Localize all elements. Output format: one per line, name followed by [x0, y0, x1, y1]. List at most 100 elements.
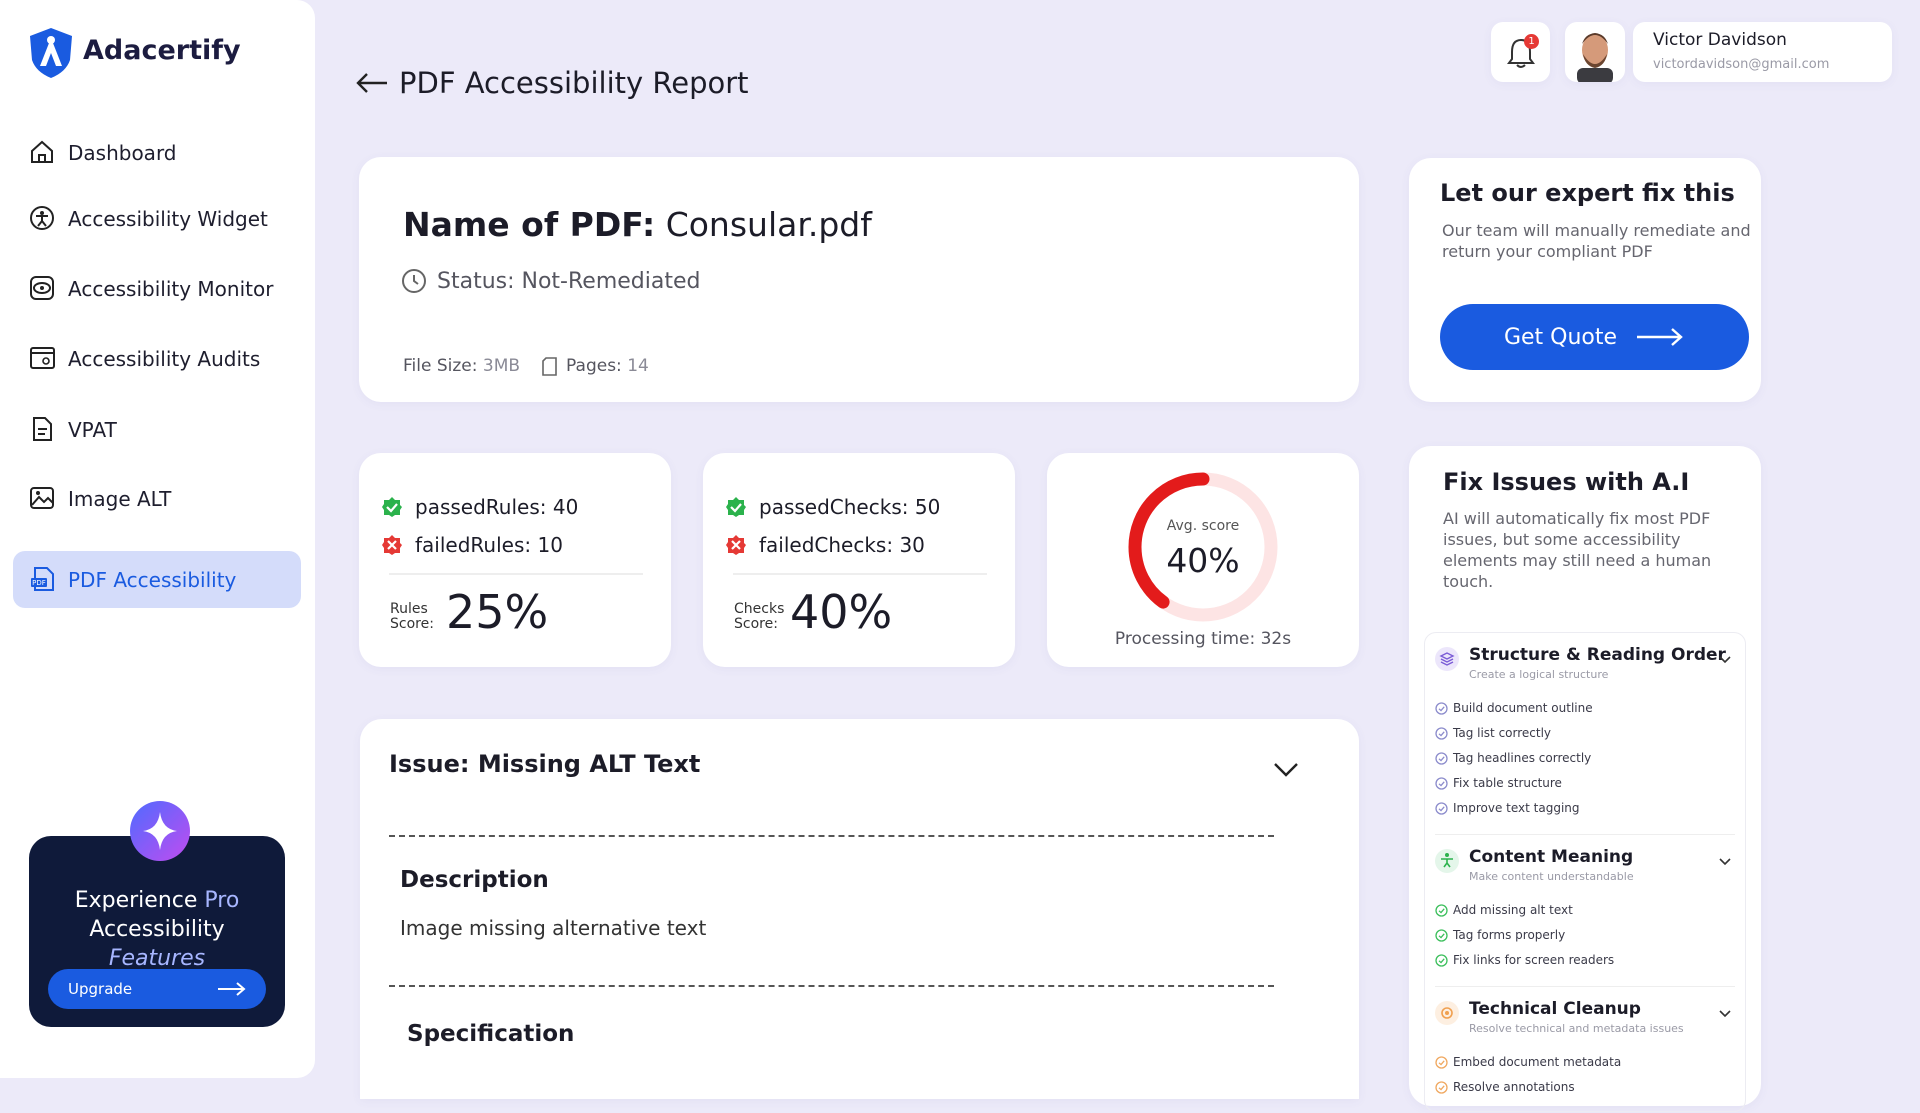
status-row: Status: Not-Remediated — [401, 268, 700, 294]
promo-text: Accessibility — [89, 917, 225, 942]
ai-item: Fix links for screen readers — [1435, 953, 1614, 967]
icon — [31, 140, 53, 163]
expert-text: Our team will manually remediate and ret… — [1442, 221, 1751, 261]
passed-count: 50 — [914, 495, 941, 519]
nav-item[interactable]: Accessibility Monitor — [13, 260, 301, 317]
ai-group-header[interactable]: Technical Cleanup Resolve technical and m… — [1435, 999, 1735, 1035]
nav-item[interactable]: Accessibility Widget — [13, 190, 301, 247]
ai-item: Tag headlines correctly — [1435, 751, 1593, 765]
ai-item: Build document outline — [1435, 701, 1593, 715]
label: Name of PDF: — [403, 205, 656, 244]
chevron — [1719, 1003, 1731, 1022]
nav-label: Accessibility Widget — [68, 206, 268, 231]
logo — [30, 28, 72, 78]
check-icon — [1435, 928, 1448, 942]
check-icon — [1435, 903, 1448, 917]
ai-item: Add missing alt text — [1435, 903, 1593, 917]
ai-group-subtitle: Create a logical structure — [1469, 668, 1609, 681]
ai-group-text: Technical Cleanup Resolve technical and m… — [1469, 999, 1684, 1035]
score-label: Avg. score — [1166, 518, 1240, 534]
group-icon — [1435, 647, 1459, 671]
score-value: 25% — [446, 585, 549, 639]
icon — [30, 347, 55, 369]
check-icon — [1435, 1055, 1448, 1069]
ai-group-text: Structure & Reading Order Create a logica… — [1469, 645, 1726, 681]
ai-group-title: Content Meaning — [1469, 847, 1634, 867]
nav-item[interactable]: VPAT — [13, 401, 301, 458]
upgrade-button[interactable]: Upgrade — [48, 969, 266, 1009]
ai-item: Improve text tagging — [1435, 801, 1593, 815]
description: Image missing alternative text — [400, 916, 707, 940]
promo-card: Experience Pro Accessibility Features Up… — [29, 836, 285, 1027]
pdf-name-row: Name of PDF: Consular.pdf — [403, 205, 872, 244]
brand: Adacertify — [83, 35, 241, 66]
ai-group: Content Meaning Make content understandab… — [1435, 835, 1735, 987]
rules-card: passedRules: 40 failedRules: 10 Rules Score… — [359, 453, 671, 667]
divider — [389, 985, 1274, 987]
passed-count: 40 — [552, 495, 579, 519]
chevron — [1719, 649, 1731, 668]
check-icon — [1435, 751, 1448, 765]
section-heading: Description — [400, 867, 549, 893]
ai-item-label: Tag list correctly — [1453, 726, 1552, 740]
check-icon — [1435, 776, 1448, 790]
label: File Size: — [403, 356, 478, 376]
arrow-icon — [218, 982, 246, 996]
check-icon — [1435, 1080, 1448, 1094]
ai-item: Tag forms properly — [1435, 928, 1565, 942]
section-heading: Specification — [407, 1021, 575, 1047]
ai-item-label: Add missing alt text — [1453, 903, 1573, 917]
chevron — [1719, 851, 1731, 870]
user-name: Victor Davidson — [1653, 30, 1787, 50]
ai-item-label: Build document outline — [1453, 701, 1593, 715]
ai-item-label: Improve text tagging — [1453, 801, 1580, 815]
back-button[interactable] — [355, 72, 389, 94]
nav-item[interactable]: PDF PDF Accessibility — [13, 551, 301, 608]
failed-row: failedRules: 10 — [381, 533, 563, 557]
ai-item-label: Fix table structure — [1453, 776, 1562, 790]
check-icon — [1435, 726, 1448, 740]
page-title: PDF Accessibility Report — [399, 66, 749, 100]
pdf-card: Name of PDF: Consular.pdf Status: Not-Re… — [359, 157, 1359, 402]
ai-text: AI will automatically fix most PDF issue… — [1443, 509, 1712, 591]
icon — [382, 535, 402, 555]
avatar[interactable] — [1565, 22, 1625, 82]
nav-item[interactable]: Dashboard — [13, 124, 301, 181]
checks-card: passedChecks: 50 failedChecks: 30 Checks Sc… — [703, 453, 1015, 667]
ai-group-header[interactable]: Content Meaning Make content understandab… — [1435, 847, 1735, 883]
passed-row: passedRules: 40 — [381, 495, 578, 519]
group-icon — [1435, 1001, 1459, 1025]
nav-item[interactable]: Image ALT — [13, 470, 301, 527]
ai-items: Add missing alt text Tag forms properly Fi… — [1435, 903, 1735, 978]
failed-count: 30 — [899, 533, 925, 557]
chevron-icon — [1719, 1010, 1731, 1018]
sidebar: Adacertify Dashboard Accessibility Widget… — [0, 0, 315, 1078]
ai-group-title: Technical Cleanup — [1469, 999, 1641, 1019]
collapse-toggle[interactable] — [1272, 761, 1300, 779]
nav-label: Dashboard — [68, 140, 177, 165]
ai-panel: Fix Issues with A.I AI will automaticall… — [1409, 446, 1761, 1112]
nav-item[interactable]: Accessibility Audits — [13, 330, 301, 387]
get-quote-button[interactable]: Get Quote — [1440, 304, 1749, 370]
nav-label: Accessibility Monitor — [68, 276, 274, 301]
icon — [726, 497, 746, 517]
score-card: Avg. score 40% Processing time: 32s — [1047, 453, 1359, 667]
promo-text: Features — [108, 946, 206, 971]
button-label: Upgrade — [68, 980, 133, 998]
icon — [30, 206, 54, 230]
notification-button[interactable]: 1 — [1491, 22, 1550, 82]
issue-card: Issue: Missing ALT Text Description Imag… — [360, 719, 1359, 1099]
issue-title: Issue: Missing ALT Text — [389, 750, 701, 778]
ai-item: Fix table structure — [1435, 776, 1562, 790]
icon — [382, 497, 402, 517]
ai-group-header[interactable]: Structure & Reading Order Create a logica… — [1435, 645, 1735, 681]
check-icon — [1435, 953, 1448, 967]
pdf-name: Consular.pdf — [665, 205, 872, 244]
user-card[interactable]: Victor Davidson victordavidson@gmail.com — [1633, 22, 1892, 82]
divider — [389, 835, 1274, 837]
avatar-image — [1577, 33, 1613, 82]
label: failedRules: — [415, 533, 532, 557]
ai-item: Tag list correctly — [1435, 726, 1551, 740]
failed-count: 10 — [537, 533, 563, 557]
promo-text: Experience — [74, 888, 198, 913]
